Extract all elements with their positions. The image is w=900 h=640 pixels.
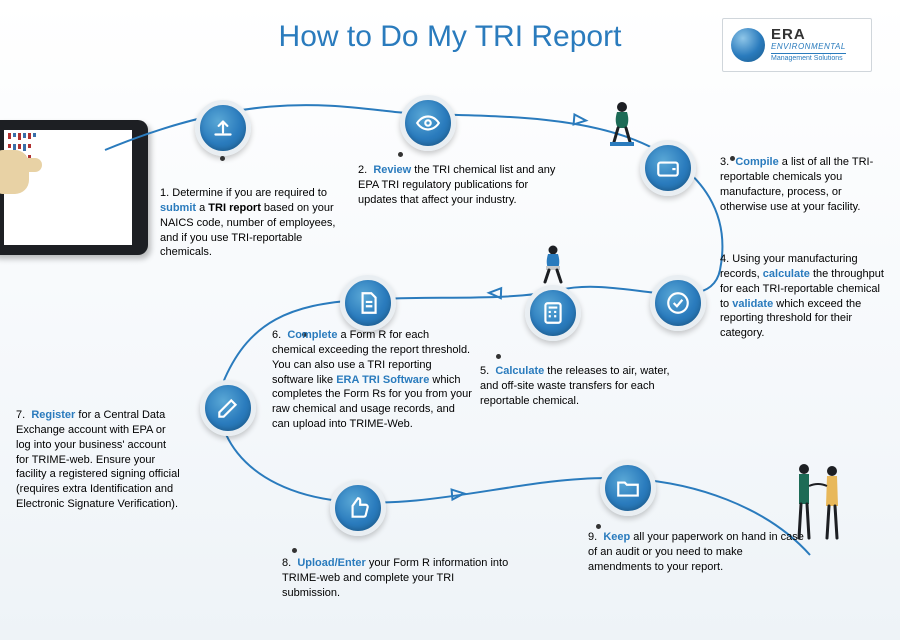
calculator-icon	[540, 300, 566, 326]
people-pair	[790, 460, 850, 550]
hand-illustration	[0, 150, 29, 194]
bullet-dot	[220, 156, 225, 161]
step-8-text: 8. Upload/Enter your Form R information …	[282, 556, 512, 601]
step-5-icon	[525, 285, 581, 341]
wallet-icon	[655, 155, 681, 181]
step-4-text: 4. Using your manufacturing records, cal…	[720, 252, 885, 341]
brand-logo: ERA ENVIRONMENTAL Management Solutions	[722, 18, 872, 72]
check-circle-icon	[665, 290, 691, 316]
step-9-text: 9. Keep all your paperwork on hand in ca…	[588, 530, 808, 575]
step-5-text: 5. Calculate the releases to air, water,…	[480, 364, 670, 409]
step-2-icon	[400, 95, 456, 151]
edit-icon	[215, 395, 241, 421]
bullet-dot	[596, 524, 601, 529]
step-9-icon	[600, 460, 656, 516]
step-6-text: 6. Complete a Form R for each chemical e…	[272, 328, 472, 432]
step-7-text: 7. Register for a Central Data Exchange …	[16, 408, 181, 512]
step-8-icon	[330, 480, 386, 536]
step-3-text: 3. Compile a list of all the TRI-reporta…	[720, 155, 880, 214]
page-title: How to Do My TRI Report	[279, 20, 622, 54]
bullet-dot	[398, 152, 403, 157]
bullet-dot	[496, 354, 501, 359]
step-1-text: 1. Determine if you are required to subm…	[160, 186, 345, 260]
eye-icon	[415, 110, 441, 136]
person-sitting-2	[536, 244, 570, 288]
folder-icon	[615, 475, 641, 501]
step-4-icon	[650, 275, 706, 331]
upload-icon	[210, 115, 236, 141]
step-1-icon	[195, 100, 251, 156]
brand-sub1: ENVIRONMENTAL	[771, 43, 846, 51]
thumb-illustration	[20, 158, 42, 172]
brand-sub2: Management Solutions	[771, 53, 846, 62]
thumbs-up-icon	[345, 495, 371, 521]
step-2-text: 2. Review the TRI chemical list and any …	[358, 163, 558, 208]
step-3-icon	[640, 140, 696, 196]
bullet-dot	[292, 548, 297, 553]
globe-icon	[731, 28, 765, 62]
person-sitting-1	[604, 100, 640, 148]
step-7-icon	[200, 380, 256, 436]
step-6-icon	[340, 275, 396, 331]
document-icon	[355, 290, 381, 316]
brand-name: ERA	[771, 27, 846, 43]
